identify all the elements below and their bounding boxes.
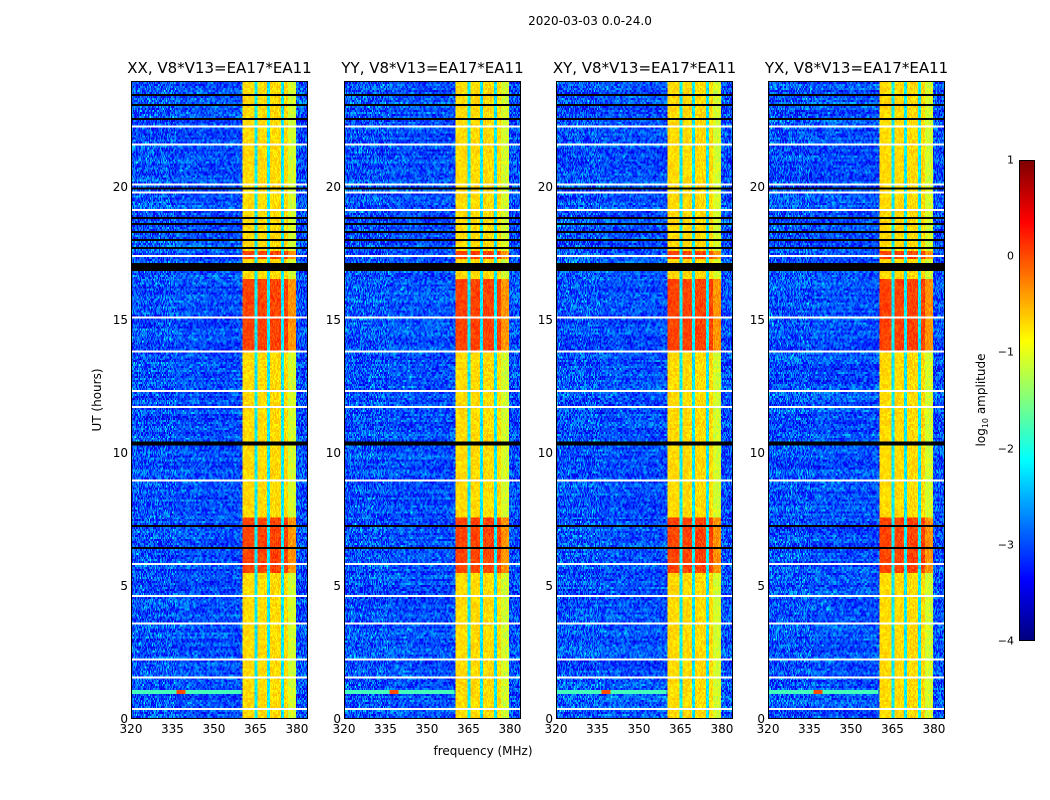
figure-title: 2020-03-03 0.0-24.0 bbox=[528, 14, 652, 28]
x-tick-label: 335 bbox=[586, 722, 609, 736]
y-tick-label: 0 bbox=[333, 712, 341, 726]
x-tick-label: 350 bbox=[627, 722, 651, 736]
y-tick-label: 5 bbox=[757, 579, 765, 594]
y-tick-label: 15 bbox=[749, 313, 765, 328]
spectrogram-panel-4 bbox=[768, 81, 945, 719]
y-tick-label: 0 bbox=[757, 712, 765, 726]
spectrogram-panel-2 bbox=[344, 81, 521, 719]
y-tick-label: 10 bbox=[749, 446, 765, 461]
y-tick-label: 5 bbox=[545, 579, 553, 594]
y-tick-label: 20 bbox=[325, 180, 341, 195]
y-tick-label: 15 bbox=[537, 313, 553, 328]
colorbar-tick-label: 1 bbox=[1007, 153, 1014, 167]
x-tick-label: 320 bbox=[756, 722, 780, 736]
spectrogram-heatmap bbox=[557, 82, 732, 718]
x-tick-label: 320 bbox=[544, 722, 568, 736]
panel-title: XY, V8*V13=EA17*EA11 bbox=[552, 59, 737, 77]
colorbar bbox=[1019, 160, 1035, 641]
x-tick-label: 365 bbox=[457, 722, 480, 736]
x-tick-label: 335 bbox=[161, 722, 184, 736]
panel-title: YX, V8*V13=EA17*EA11 bbox=[764, 59, 949, 77]
y-tick-label: 20 bbox=[749, 180, 765, 195]
x-tick-label: 365 bbox=[669, 722, 692, 736]
x-tick-label: 320 bbox=[332, 722, 356, 736]
spectrogram-heatmap bbox=[345, 82, 520, 718]
x-tick-label: 350 bbox=[202, 722, 226, 736]
panel-title: XX, V8*V13=EA17*EA11 bbox=[127, 59, 312, 77]
y-tick-label: 10 bbox=[537, 446, 553, 461]
spectrogram-heatmap bbox=[132, 82, 307, 718]
spectrogram-heatmap bbox=[769, 82, 944, 718]
colorbar-gradient bbox=[1020, 161, 1034, 640]
y-tick-label: 10 bbox=[112, 446, 128, 461]
spectrogram-panel-1 bbox=[131, 81, 308, 719]
colorbar-tick-label: 0 bbox=[1007, 249, 1014, 263]
colorbar-tick-label: −4 bbox=[997, 634, 1014, 648]
y-axis-label: UT (hours) bbox=[90, 368, 104, 432]
x-tick-label: 380 bbox=[285, 722, 309, 736]
y-tick-label: 5 bbox=[120, 579, 128, 594]
y-tick-label: 15 bbox=[112, 313, 128, 328]
colorbar-tick-label: −3 bbox=[997, 538, 1014, 552]
y-tick-label: 10 bbox=[325, 446, 341, 461]
x-tick-label: 365 bbox=[881, 722, 904, 736]
x-tick-label: 350 bbox=[415, 722, 439, 736]
x-tick-label: 335 bbox=[798, 722, 821, 736]
x-axis-label: frequency (MHz) bbox=[433, 744, 533, 758]
y-tick-label: 15 bbox=[325, 313, 341, 328]
y-tick-label: 0 bbox=[545, 712, 553, 726]
panel-title: YY, V8*V13=EA17*EA11 bbox=[341, 59, 524, 77]
colorbar-tick-label: −1 bbox=[997, 345, 1014, 359]
x-tick-label: 335 bbox=[374, 722, 397, 736]
y-tick-label: 20 bbox=[112, 180, 128, 195]
y-tick-label: 5 bbox=[333, 579, 341, 594]
y-tick-label: 20 bbox=[537, 180, 553, 195]
x-tick-label: 380 bbox=[922, 722, 946, 736]
x-tick-label: 320 bbox=[119, 722, 143, 736]
y-tick-label: 0 bbox=[120, 712, 128, 726]
colorbar-label: log10 amplitude bbox=[973, 353, 991, 447]
x-tick-label: 365 bbox=[244, 722, 267, 736]
x-tick-label: 380 bbox=[498, 722, 522, 736]
x-tick-label: 350 bbox=[839, 722, 863, 736]
x-tick-label: 380 bbox=[710, 722, 734, 736]
colorbar-tick-label: −2 bbox=[997, 442, 1014, 456]
spectrogram-panel-3 bbox=[556, 81, 733, 719]
